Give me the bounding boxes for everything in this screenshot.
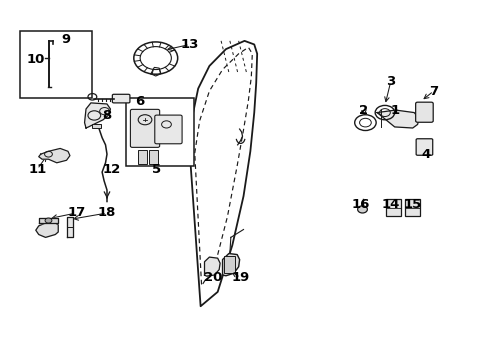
Text: 2: 2 <box>359 104 368 117</box>
Text: 3: 3 <box>386 75 395 88</box>
Polygon shape <box>222 253 239 276</box>
Text: 12: 12 <box>102 163 121 176</box>
FancyBboxPatch shape <box>112 94 130 103</box>
Bar <box>149 149 158 164</box>
Polygon shape <box>39 218 58 223</box>
FancyBboxPatch shape <box>155 115 182 144</box>
Bar <box>405 199 419 216</box>
Polygon shape <box>36 223 58 237</box>
Polygon shape <box>39 148 70 163</box>
Text: 20: 20 <box>203 271 222 284</box>
Bar <box>20 31 92 98</box>
Text: 11: 11 <box>28 163 46 176</box>
Text: 7: 7 <box>428 85 437 98</box>
Polygon shape <box>84 103 110 128</box>
Text: 9: 9 <box>61 33 70 46</box>
Bar <box>224 256 234 273</box>
Text: 18: 18 <box>98 207 116 220</box>
Text: 16: 16 <box>351 198 369 211</box>
Text: 19: 19 <box>231 271 249 284</box>
Text: 14: 14 <box>381 198 399 211</box>
FancyBboxPatch shape <box>415 102 432 122</box>
Text: 1: 1 <box>389 104 398 117</box>
Bar <box>92 125 101 128</box>
Bar <box>385 199 400 216</box>
Polygon shape <box>376 110 418 128</box>
Polygon shape <box>66 217 73 237</box>
Text: 15: 15 <box>403 198 421 211</box>
FancyBboxPatch shape <box>130 109 159 147</box>
Circle shape <box>45 218 52 223</box>
Text: 6: 6 <box>135 95 144 108</box>
Polygon shape <box>204 257 220 276</box>
Text: 10: 10 <box>26 53 45 66</box>
Text: 8: 8 <box>102 109 111 122</box>
Text: 17: 17 <box>67 207 85 220</box>
Bar <box>138 149 147 164</box>
Text: 13: 13 <box>181 38 199 51</box>
Text: 5: 5 <box>152 163 161 176</box>
FancyBboxPatch shape <box>415 139 432 155</box>
Circle shape <box>357 206 366 213</box>
Text: 4: 4 <box>420 148 429 161</box>
Bar <box>126 98 193 166</box>
